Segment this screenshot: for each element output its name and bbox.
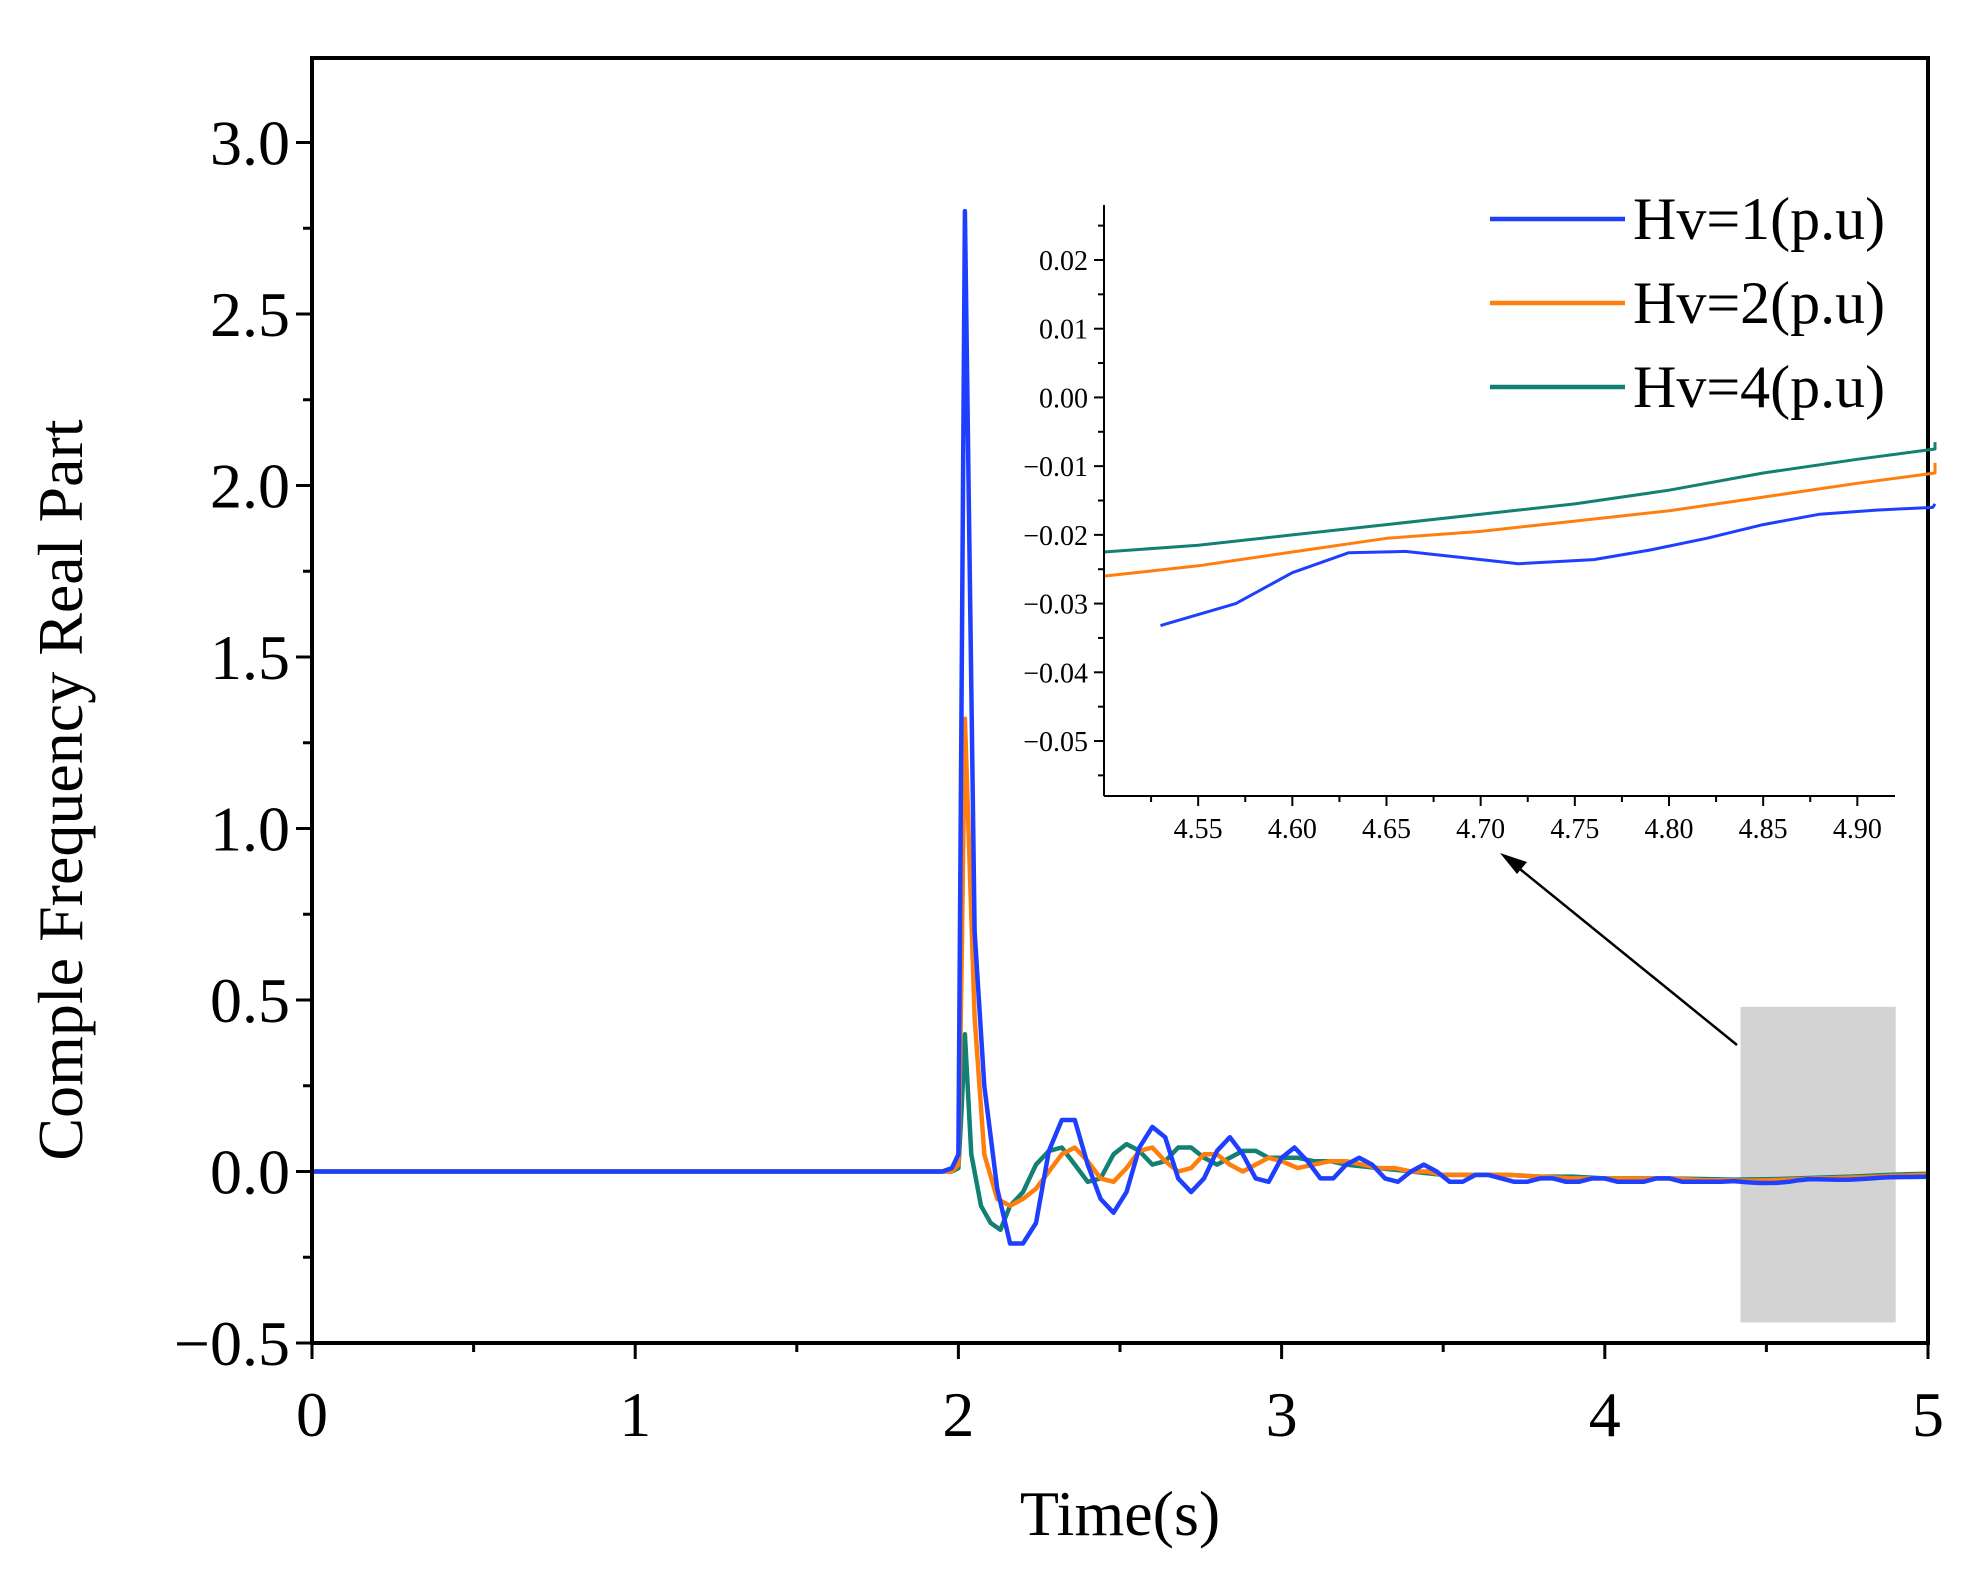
zoom-arrow bbox=[1500, 853, 1738, 1046]
inset-y-tick-label: 0.00 bbox=[1039, 383, 1088, 414]
inset-y-ticks: 0.02 0.01 0.00 −0.01 −0.02 −0.03 −0.04 −0.05 bbox=[1023, 224, 1104, 777]
inset-x-tick-label: 4.65 bbox=[1362, 814, 1411, 845]
y-tick-label: 0.5 bbox=[210, 965, 290, 1036]
inset-plot: 4.55 4.60 4.65 4.70 4.75 4.80 4.85 4.90 0.020.0… bbox=[1023, 205, 1937, 845]
x-tick-label: 5 bbox=[1912, 1379, 1944, 1450]
inset-x-tick-label: 4.85 bbox=[1739, 814, 1788, 845]
inset-y-tick-label: −0.04 bbox=[1023, 658, 1088, 689]
legend-label: Hv=2(p.u) bbox=[1633, 270, 1885, 336]
main-plot: 0 1 2 3 4 5 −0.5 0.0 0.5 1.0 1.5 2.0 2.5 3.0 bbox=[174, 56, 1944, 1450]
inset-y-tick-label: −0.01 bbox=[1023, 452, 1088, 483]
inset-series-line-3 bbox=[1103, 442, 1937, 554]
inset-x-tick-label: 4.80 bbox=[1645, 814, 1694, 845]
x-tick-label: 3 bbox=[1266, 1379, 1298, 1450]
inset-x-tick-label: 4.55 bbox=[1174, 814, 1223, 845]
x-tick-label: 2 bbox=[942, 1379, 974, 1450]
inset-x-tick-label: 4.90 bbox=[1833, 814, 1882, 845]
y-axis-title: Comple Frequency Real Part bbox=[25, 419, 96, 1160]
y-tick-label: 3.0 bbox=[210, 108, 290, 179]
main-series-lines bbox=[312, 208, 1929, 1246]
y-tick-label: 2.5 bbox=[210, 279, 290, 350]
y-tick-label: 1.5 bbox=[210, 622, 290, 693]
y-tick-label: 1.0 bbox=[210, 794, 290, 865]
inset-series-line-1 bbox=[1160, 503, 1937, 628]
inset-x-tick-label: 4.70 bbox=[1456, 814, 1505, 845]
y-tick-label: 0.0 bbox=[210, 1137, 290, 1208]
inset-y-tick-label: −0.02 bbox=[1023, 521, 1088, 552]
main-x-ticks: 0 1 2 3 4 5 bbox=[296, 1343, 1944, 1450]
series-line-1 bbox=[312, 208, 1929, 1246]
x-tick-label: 4 bbox=[1589, 1379, 1621, 1450]
inset-y-tick-label: −0.05 bbox=[1023, 727, 1088, 758]
y-tick-label: −0.5 bbox=[174, 1308, 290, 1379]
x-tick-label: 1 bbox=[619, 1379, 651, 1450]
inset-series-line-2 bbox=[1103, 462, 1937, 578]
main-y-ticks: −0.5 0.0 0.5 1.0 1.5 2.0 2.5 3.0 bbox=[174, 108, 312, 1379]
legend: Hv=1(p.u) Hv=2(p.u) Hv=4(p.u) bbox=[1490, 186, 1885, 420]
x-tick-label: 0 bbox=[296, 1379, 328, 1450]
inset-y-tick-label: −0.03 bbox=[1023, 590, 1088, 621]
series-line-2 bbox=[312, 716, 1929, 1209]
inset-x-tick-label: 4.75 bbox=[1550, 814, 1599, 845]
legend-label: Hv=4(p.u) bbox=[1633, 354, 1885, 420]
y-tick-label: 2.0 bbox=[210, 451, 290, 522]
inset-x-ticks: 4.55 4.60 4.65 4.70 4.75 4.80 4.85 4.90 bbox=[1150, 796, 1882, 845]
inset-series-lines bbox=[1103, 442, 1937, 628]
legend-label: Hv=1(p.u) bbox=[1633, 186, 1885, 252]
x-axis-title: Time(s) bbox=[1020, 1478, 1220, 1549]
inset-x-tick-label: 4.60 bbox=[1268, 814, 1317, 845]
inset-y-tick-label: 0.02 bbox=[1039, 246, 1088, 277]
zoom-highlight-region bbox=[1740, 1006, 1896, 1323]
inset-y-tick-label: 0.01 bbox=[1039, 315, 1088, 346]
